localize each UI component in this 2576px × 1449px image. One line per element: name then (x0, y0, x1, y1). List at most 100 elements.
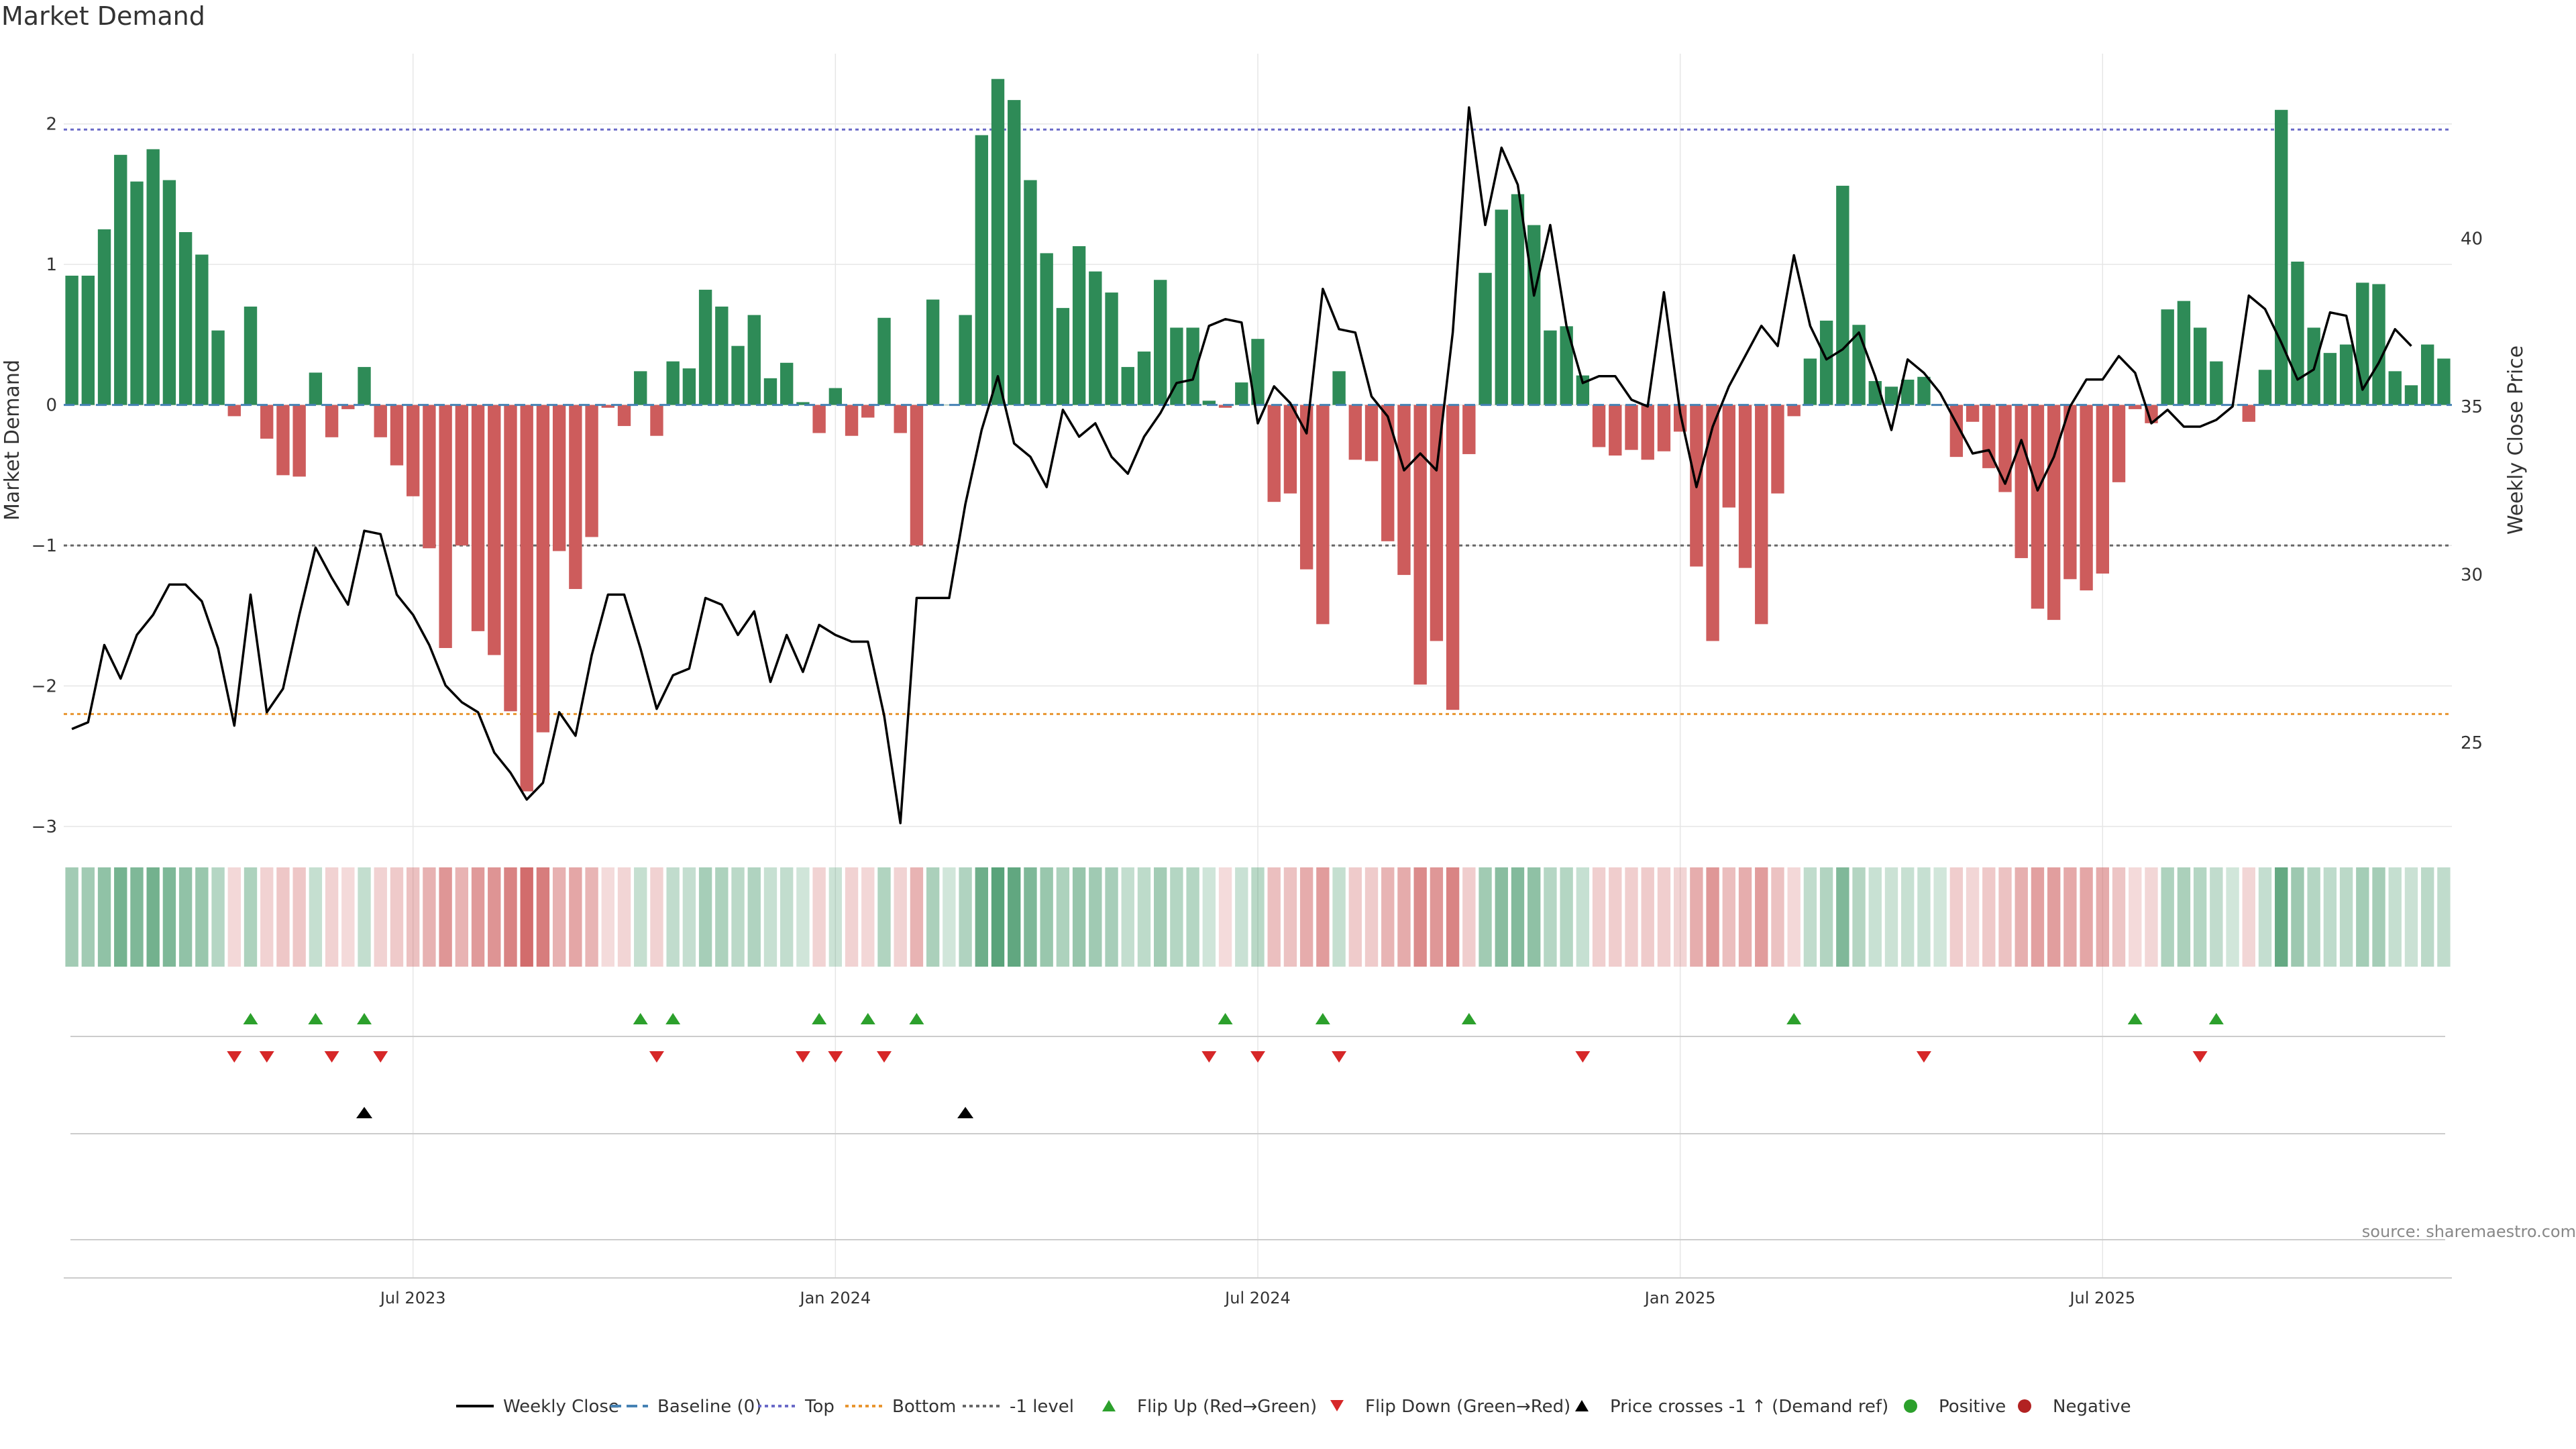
heat-cell (650, 867, 663, 967)
y2-tick-label: 30 (2461, 565, 2483, 585)
demand-bar (666, 361, 680, 405)
demand-bar (2161, 309, 2174, 405)
demand-bar (845, 405, 859, 436)
heat-cell (1706, 867, 1719, 967)
heat-cell (1966, 867, 1980, 967)
flip-down-marker (1332, 1051, 1347, 1063)
heat-cell (1738, 867, 1752, 967)
heat-cell (1397, 867, 1411, 967)
flip-up-marker (812, 1013, 827, 1024)
demand-bar (991, 78, 1005, 405)
legend-item: Weekly Close (456, 1397, 619, 1417)
demand-bar (1446, 405, 1460, 710)
heat-cell (1755, 867, 1768, 967)
demand-bar (2210, 361, 2223, 405)
heat-cell (2145, 867, 2158, 967)
heat-cell (601, 867, 614, 967)
demand-bar (2096, 405, 2110, 574)
demand-bar (1819, 320, 1833, 405)
heat-cell (309, 867, 323, 967)
heat-cell (2339, 867, 2353, 967)
demand-bar (731, 345, 745, 405)
flip-up-marker (357, 1013, 372, 1024)
heat-cell (1218, 867, 1232, 967)
heat-cell (1982, 867, 1996, 967)
demand-bar (1803, 358, 1817, 405)
heat-cell (1299, 867, 1313, 967)
heat-cell (1560, 867, 1573, 967)
x-tick-label: Jan 2025 (1644, 1289, 1716, 1307)
heat-cell (439, 867, 452, 967)
chart-title: Market Demand (1, 1, 205, 31)
heat-cell (1544, 867, 1557, 967)
heat-cell (2356, 867, 2369, 967)
x-tick-label: Jan 2024 (798, 1289, 871, 1307)
heat-cell (1641, 867, 1654, 967)
demand-bar (488, 405, 501, 655)
demand-bar (2275, 109, 2288, 405)
demand-bar (2112, 405, 2126, 482)
heat-cell (1949, 867, 1964, 967)
heat-cell (1235, 867, 1248, 967)
heat-cell (1771, 867, 1784, 967)
demand-bar (1738, 405, 1752, 568)
legend-label: Bottom (892, 1397, 956, 1417)
heat-cell (2404, 867, 2418, 967)
heat-cell (162, 867, 176, 967)
heat-cell (1072, 867, 1086, 967)
flip-down-marker (2192, 1051, 2208, 1063)
heat-cell (861, 867, 875, 967)
heat-cell (1137, 867, 1151, 967)
demand-bar (1316, 405, 1330, 625)
legend-swatch-price-cross (1575, 1400, 1589, 1411)
legend-label: Baseline (0) (657, 1397, 761, 1417)
heat-cell (1917, 867, 1931, 967)
y-tick-label: −1 (32, 536, 57, 556)
demand-bar (1170, 327, 1183, 405)
heat-cell (2112, 867, 2126, 967)
demand-bar (1121, 367, 1134, 405)
demand-bar (1299, 405, 1313, 570)
y-tick-label: −2 (32, 677, 57, 697)
demand-bar (1560, 326, 1573, 405)
heat-cell (2080, 867, 2093, 967)
demand-bar (1283, 405, 1297, 494)
heat-cell (1852, 867, 1866, 967)
heat-cell (2258, 867, 2272, 967)
legend-item: Baseline (0) (610, 1397, 761, 1417)
demand-bar (1089, 271, 1102, 405)
flip-down-marker (1201, 1051, 1217, 1063)
heat-cell (1364, 867, 1379, 967)
demand-bar (211, 330, 225, 405)
heat-cell (504, 867, 517, 967)
heat-cell (276, 867, 290, 967)
demand-bar (1008, 100, 1021, 405)
demand-bar (260, 405, 274, 439)
demand-bar (910, 405, 924, 546)
demand-bar (1884, 386, 1898, 405)
heat-cell (2015, 867, 2028, 967)
heat-cell (2161, 867, 2174, 967)
demand-bar (2177, 301, 2191, 405)
demand-bar (97, 229, 111, 405)
flip-up-marker (1461, 1013, 1477, 1024)
demand-bar (1527, 225, 1541, 405)
heat-cell (1868, 867, 1882, 967)
flip-up-marker (1315, 1013, 1330, 1024)
heat-cell (877, 867, 891, 967)
demand-bar (634, 371, 647, 405)
heat-cell (1722, 867, 1735, 967)
demand-bar (1609, 405, 1622, 456)
demand-bar (2404, 385, 2418, 405)
demand-bar (325, 405, 339, 437)
heat-cell (1479, 867, 1492, 967)
y2-tick-label: 25 (2461, 733, 2483, 753)
heat-cell (390, 867, 404, 967)
legend-item: Negative (2018, 1397, 2131, 1417)
flip-down-marker (1916, 1051, 1931, 1063)
heat-cell (731, 867, 745, 967)
heat-cell (1690, 867, 1703, 967)
demand-bar (1186, 327, 1199, 405)
heat-cell (471, 867, 485, 967)
heat-cell (1998, 867, 2012, 967)
